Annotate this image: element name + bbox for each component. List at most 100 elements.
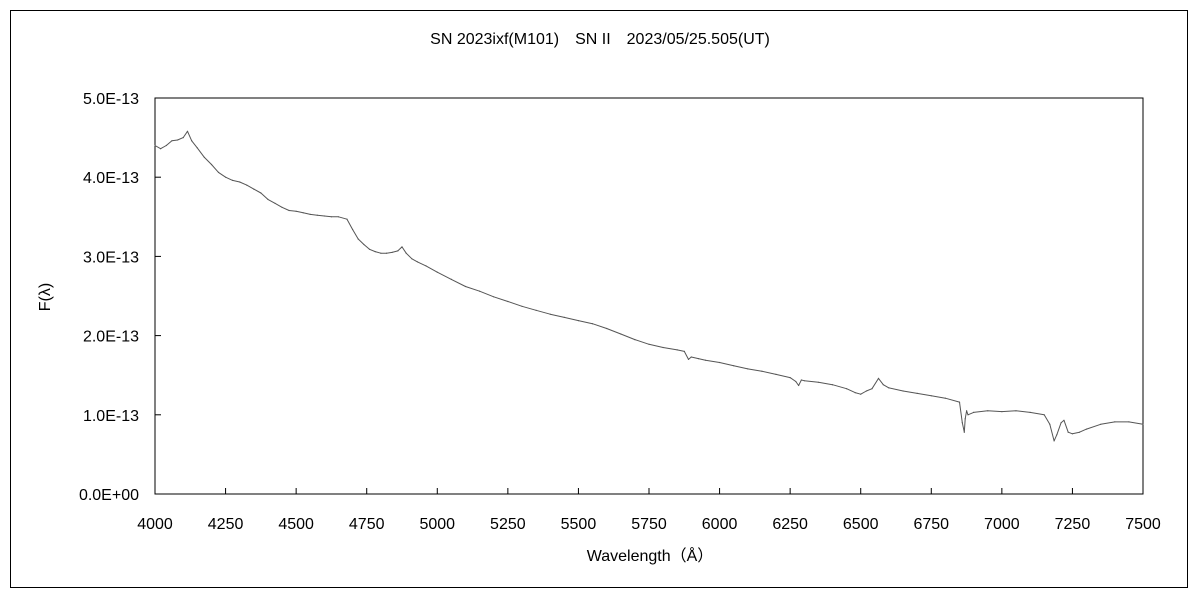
spectrum-point bbox=[363, 243, 365, 246]
chart-title: SN 2023ixf(M101) SN II 2023/05/25.505(UT… bbox=[430, 31, 770, 48]
x-tick-label: 6750 bbox=[913, 516, 949, 533]
spectrum-point bbox=[416, 261, 419, 263]
spectrum-point bbox=[1063, 419, 1065, 421]
spectrum-point bbox=[1071, 433, 1073, 435]
spectrum-point bbox=[374, 251, 376, 253]
y-axis-label: F(λ) bbox=[37, 283, 54, 311]
spectrum-point bbox=[963, 431, 965, 433]
spectrum-point bbox=[217, 171, 220, 173]
spectrum-point bbox=[817, 381, 820, 383]
spectrum-point bbox=[302, 212, 304, 214]
spectrum-point bbox=[330, 216, 332, 218]
x-tick-label: 7250 bbox=[1055, 516, 1091, 533]
spectrum-point bbox=[260, 192, 262, 194]
spectrum-point bbox=[648, 343, 650, 345]
spectrum-point bbox=[380, 252, 382, 254]
spectrum-point bbox=[405, 252, 407, 254]
spectrum-point bbox=[1067, 431, 1069, 433]
spectrum-point bbox=[973, 411, 975, 413]
x-tick-label: 5500 bbox=[561, 516, 597, 533]
spectrum-point bbox=[1043, 414, 1045, 416]
spectrum-point bbox=[171, 140, 173, 142]
spectrum-point bbox=[165, 144, 167, 147]
spectrum-point bbox=[916, 392, 918, 394]
spectrum-point bbox=[902, 390, 904, 392]
spectrum-point bbox=[385, 252, 388, 254]
spectrum-point bbox=[577, 320, 580, 322]
spectrum-point bbox=[411, 258, 413, 260]
spectrum-point bbox=[316, 214, 318, 216]
x-tick-label: 7000 bbox=[984, 516, 1020, 533]
spectrum-line bbox=[154, 130, 1144, 442]
spectrum-point bbox=[789, 377, 791, 379]
spectrum-point bbox=[1001, 411, 1003, 413]
spectrum-point bbox=[521, 305, 523, 307]
spectrum-point bbox=[464, 285, 467, 288]
spectrum-point bbox=[1142, 423, 1144, 425]
spectrum-point bbox=[1056, 434, 1058, 436]
spectrum-point bbox=[690, 356, 692, 358]
x-tick-label: 4750 bbox=[349, 516, 385, 533]
spectrum-point bbox=[337, 216, 340, 218]
spectrum-point bbox=[186, 130, 189, 132]
spectrum-point bbox=[606, 327, 608, 330]
spectrum-point bbox=[1100, 423, 1102, 425]
spectrum-point bbox=[239, 181, 241, 183]
spectrum-point bbox=[346, 218, 348, 220]
spectrum-point bbox=[967, 414, 969, 416]
spectrum-point bbox=[1078, 431, 1081, 433]
spectrum-point bbox=[860, 393, 862, 395]
spectrum-point bbox=[803, 380, 805, 382]
spectrum-point bbox=[733, 365, 735, 367]
spectrum-point bbox=[450, 278, 452, 280]
spectrum-point bbox=[795, 380, 797, 383]
spectrum-point bbox=[747, 368, 749, 370]
spectrum-point bbox=[871, 388, 873, 390]
spectrum-point bbox=[591, 323, 594, 325]
spectrum-point bbox=[493, 296, 495, 298]
x-tick-label: 4500 bbox=[278, 516, 314, 533]
y-tick-label: 2.0E-13 bbox=[83, 329, 139, 346]
spectrum-point bbox=[267, 198, 269, 200]
spectrum-point bbox=[958, 401, 961, 403]
spectrum-point bbox=[295, 210, 297, 212]
spectrum-point bbox=[966, 410, 968, 412]
spectrum-point bbox=[391, 251, 393, 253]
spectrum-point bbox=[662, 346, 664, 349]
spectrum-point bbox=[368, 248, 371, 250]
spectrum-point bbox=[154, 144, 156, 147]
spectrum-point bbox=[177, 139, 179, 141]
spectrum-point bbox=[846, 388, 848, 390]
spectrum-point bbox=[232, 179, 234, 181]
spectrum-point bbox=[865, 390, 868, 392]
spectrum-point bbox=[535, 309, 537, 311]
spectrum-point bbox=[196, 147, 198, 149]
spectrum-point bbox=[620, 333, 622, 335]
spectrum-point bbox=[964, 418, 966, 420]
spectrum-point bbox=[436, 271, 438, 273]
y-tick-label: 5.0E-13 bbox=[83, 91, 139, 108]
spectrum-point bbox=[182, 137, 184, 139]
spectrum-point bbox=[425, 265, 427, 267]
x-tick-label: 5250 bbox=[490, 516, 526, 533]
spectrum-point bbox=[1128, 421, 1130, 423]
spectrum-point bbox=[676, 349, 678, 351]
x-tick-label: 6250 bbox=[772, 516, 808, 533]
spectrum-point bbox=[357, 238, 359, 240]
chart-frame bbox=[10, 10, 1188, 588]
y-tick-label: 1.0E-13 bbox=[83, 408, 139, 425]
spectrum-point bbox=[831, 384, 834, 386]
x-tick-label: 4250 bbox=[208, 516, 244, 533]
x-tick-label: 5750 bbox=[631, 516, 667, 533]
spectrum-point bbox=[203, 156, 205, 158]
series-layer bbox=[154, 130, 1144, 442]
spectrum-point bbox=[309, 213, 311, 215]
spectrum-point bbox=[507, 300, 509, 303]
spectrum-point bbox=[683, 350, 685, 352]
spectrum-point bbox=[160, 148, 162, 150]
spectrum-point bbox=[1049, 423, 1051, 425]
spectrum-point bbox=[191, 140, 193, 142]
spectrum-point bbox=[1085, 428, 1088, 430]
spectrum-point bbox=[761, 370, 763, 372]
spectrum-point bbox=[253, 188, 255, 190]
